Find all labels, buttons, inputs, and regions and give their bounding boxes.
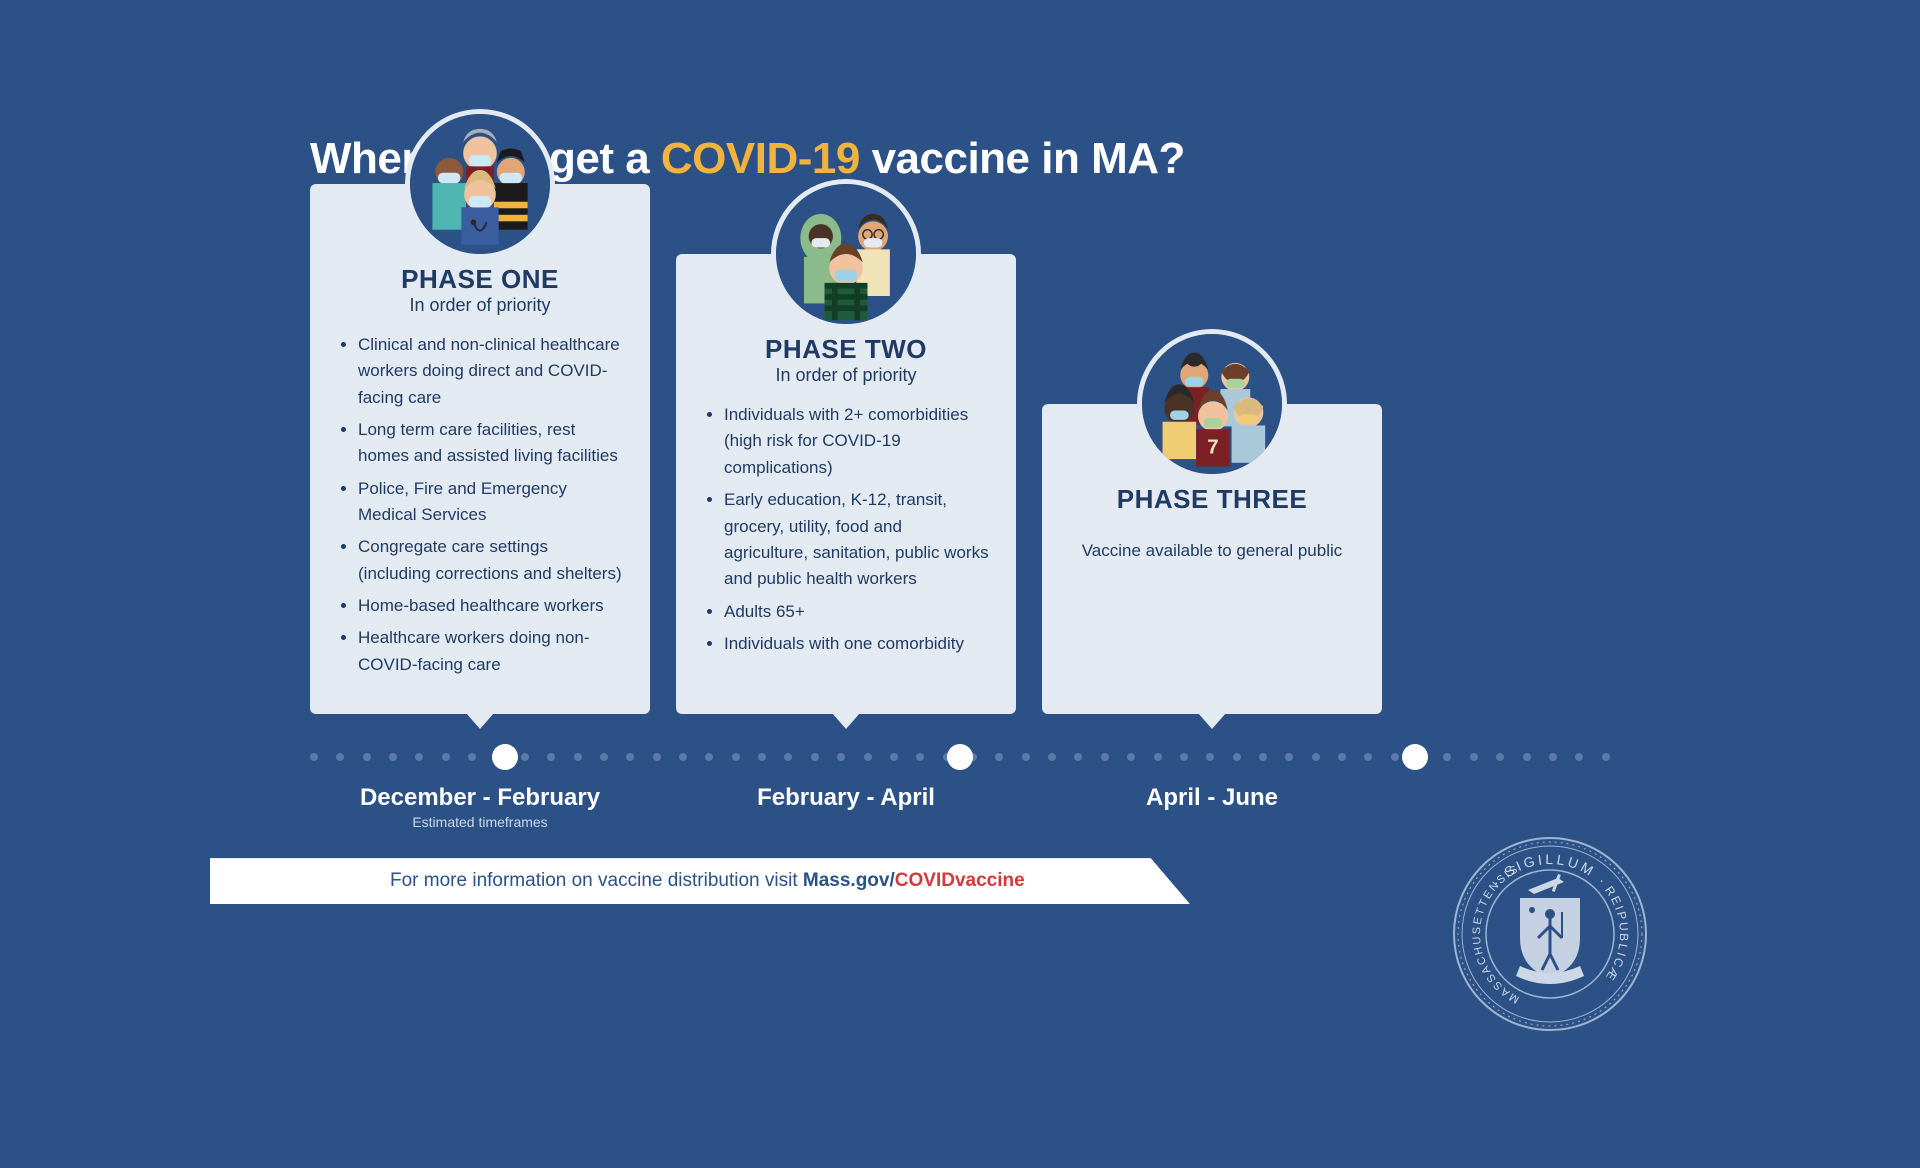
list-item: Congregate care settings (including corr… <box>358 534 624 587</box>
list-item: Home-based healthcare workers <box>358 593 624 619</box>
card-pointer-icon <box>1198 713 1226 729</box>
phase-one-avatar <box>405 109 555 259</box>
phase-three-avatar: 7 <box>1137 329 1287 479</box>
phase-two-avatar <box>771 179 921 329</box>
list-item: Police, Fire and Emergency Medical Servi… <box>358 476 624 529</box>
phase-one-card: PHASE ONE In order of priority Clinical … <box>310 184 650 714</box>
infographic-root: When can I get a COVID-19 vaccine in MA? <box>210 104 1710 1064</box>
timeline-marker-2 <box>947 744 973 770</box>
timeline-marker-1 <box>492 744 518 770</box>
phase-two-subtitle: In order of priority <box>702 365 990 386</box>
list-item: Early education, K-12, transit, grocery,… <box>724 487 990 592</box>
phase-one-title: PHASE ONE <box>336 264 624 295</box>
list-item: Individuals with one comorbidity <box>724 631 990 657</box>
phase-two-title: PHASE TWO <box>702 334 990 365</box>
footer-bar: For more information on vaccine distribu… <box>210 858 1190 904</box>
phase-three-body: Vaccine available to general public <box>1068 541 1356 561</box>
svg-text:REIPUBLICÆ: REIPUBLICÆ <box>1602 883 1631 984</box>
phase-one-subtitle: In order of priority <box>336 295 624 316</box>
footer-prefix: For more information on vaccine distribu… <box>390 870 803 891</box>
svg-text:7: 7 <box>1207 436 1218 459</box>
phase-two-card: PHASE TWO In order of priority Individua… <box>676 254 1016 714</box>
title-part-highlight: COVID-19 <box>661 134 860 183</box>
timeline-marker-3 <box>1402 744 1428 770</box>
list-item: Clinical and non-clinical healthcare wor… <box>358 332 624 411</box>
timeframes-row: December - February Estimated timeframes… <box>310 784 1610 830</box>
list-item: Long term care facilities, rest homes an… <box>358 417 624 470</box>
card-pointer-icon <box>466 713 494 729</box>
phase-one-list: Clinical and non-clinical healthcare wor… <box>336 332 624 678</box>
estimated-label: Estimated timeframes <box>310 814 650 830</box>
timeframe-3: April - June <box>1042 784 1382 830</box>
list-item: Individuals with 2+ comorbidities (high … <box>724 402 990 481</box>
list-item: Adults 65+ <box>724 599 990 625</box>
state-seal-icon: · SIGILLUM · MASSACHUSETTENSIS REIPUBLIC… <box>1450 834 1650 1034</box>
phase-three-title: PHASE THREE <box>1068 484 1356 515</box>
list-item: Healthcare workers doing non-COVID-facin… <box>358 625 624 678</box>
timeframe-1: December - February Estimated timeframes <box>310 784 650 830</box>
timeline <box>310 744 1610 770</box>
timeframe-2: February - April <box>676 784 1016 830</box>
svg-text:MASSACHUSETTENSIS: MASSACHUSETTENSIS <box>1471 863 1522 1005</box>
footer-red: COVIDvaccine <box>895 870 1025 891</box>
phase-three-card: 7 PHASE THREE Vaccine available to gener… <box>1042 404 1382 714</box>
footer-bold: Mass.gov/ <box>803 870 895 891</box>
card-pointer-icon <box>832 713 860 729</box>
timeframe-1-label: December - February <box>310 784 650 812</box>
phase-two-list: Individuals with 2+ comorbidities (high … <box>702 402 990 657</box>
title-part-c: vaccine in MA? <box>860 134 1185 183</box>
phase-cards-row: PHASE ONE In order of priority Clinical … <box>310 184 1610 714</box>
